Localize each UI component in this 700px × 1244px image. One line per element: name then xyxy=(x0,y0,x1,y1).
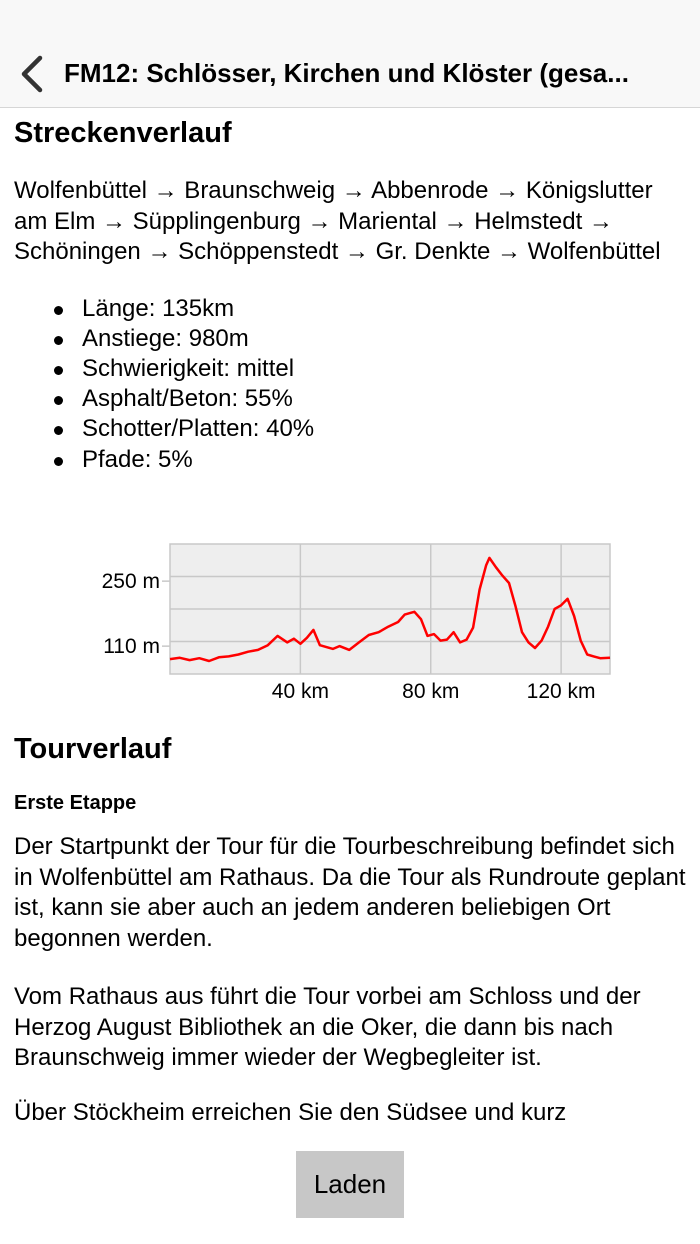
navigation-bar: FM12: Schlösser, Kirchen und Klöster (ge… xyxy=(0,0,700,108)
back-button[interactable] xyxy=(12,52,56,96)
fact-gravel: Schotter/Platten: 40% xyxy=(54,414,686,444)
fact-ascent: Anstiege: 980m xyxy=(54,324,686,354)
tour-paragraph-3: Über Stöckheim erreichen Sie den Südsee … xyxy=(14,1099,567,1126)
content-area: Streckenverlauf Wolfenbüttel → Braunschw… xyxy=(14,108,686,1126)
x-tick-label: 40 km xyxy=(272,680,329,703)
elevation-chart-svg: 40 km 80 km 120 km 110 m 250 m xyxy=(102,543,611,703)
y-tick-label: 110 m xyxy=(103,635,160,658)
tour-heading: Tourverlauf xyxy=(14,733,172,765)
tour-paragraph-2: Vom Rathaus aus führt die Tour vorbei am… xyxy=(14,983,641,1071)
fact-paths: Pfade: 5% xyxy=(54,445,686,475)
route-heading: Streckenverlauf xyxy=(14,117,232,149)
x-tick-label: 80 km xyxy=(402,680,459,703)
tour-paragraph-1: Der Startpunkt der Tour für die Tourbesc… xyxy=(14,833,686,952)
fact-length: Länge: 135km xyxy=(54,294,686,324)
load-button[interactable]: Laden xyxy=(296,1151,404,1218)
stage-heading: Erste Etappe xyxy=(14,792,137,814)
route-description: Wolfenbüttel → Braunschweig → Abbenrode … xyxy=(14,177,661,265)
x-tick-label: 120 km xyxy=(527,680,596,703)
page-title: FM12: Schlösser, Kirchen und Klöster (ge… xyxy=(64,58,629,88)
facts-list: Länge: 135km Anstiege: 980m Schwierigkei… xyxy=(14,294,686,475)
fact-difficulty: Schwierigkeit: mittel xyxy=(54,354,686,384)
chevron-left-icon xyxy=(21,55,43,93)
y-tick-label: 250 m xyxy=(102,570,160,593)
elevation-series-line xyxy=(169,556,611,663)
elevation-chart: 40 km 80 km 120 km 110 m 250 m xyxy=(14,538,686,708)
fact-asphalt: Asphalt/Beton: 55% xyxy=(54,384,686,414)
